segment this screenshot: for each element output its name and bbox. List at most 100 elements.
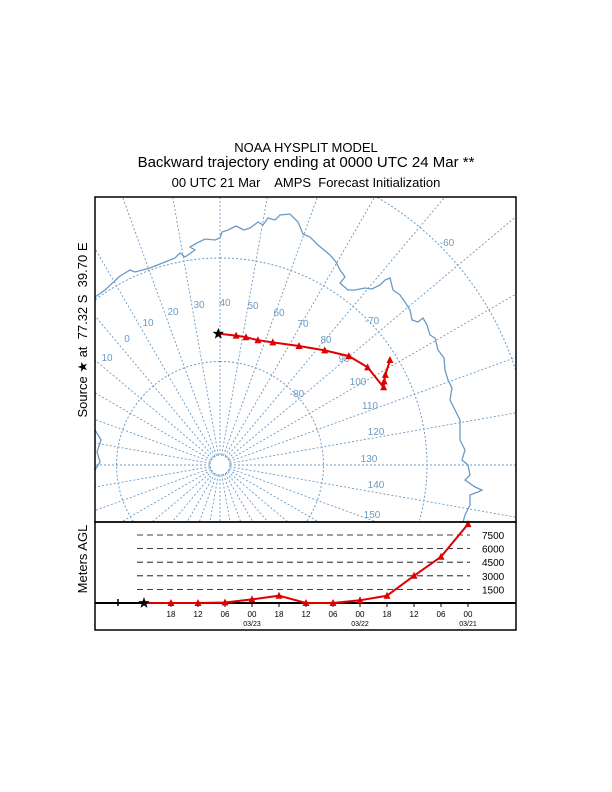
longitude-label: 40 (219, 298, 231, 309)
longitude-label: 80 (320, 335, 332, 346)
meridian-line (94, 467, 211, 511)
meridian-line (221, 474, 231, 523)
meridian-line (94, 359, 213, 459)
time-tick-label: 00 (248, 610, 257, 619)
trajectory-marker (295, 342, 303, 350)
coastline (94, 213, 484, 523)
trajectory-marker (386, 356, 394, 364)
trajectory-marker (269, 338, 277, 346)
meridian-line (94, 392, 212, 461)
meridian-line (227, 471, 289, 523)
time-tick-label: 00 (356, 610, 365, 619)
time-tick-label: 06 (221, 610, 230, 619)
trajectory-marker (380, 383, 388, 391)
longitude-label: 60 (273, 308, 285, 319)
height-tick-label: 3000 (482, 572, 505, 583)
height-marker (302, 599, 310, 606)
time-tick-label: 00 (464, 610, 473, 619)
latitude-circle (220, 361, 324, 522)
meridian-line (229, 412, 517, 464)
height-marker (248, 595, 256, 603)
height-marker (383, 591, 391, 599)
pole-circle (209, 454, 231, 476)
latitude-circle (116, 361, 220, 522)
height-tick-label: 7500 (482, 531, 505, 542)
meridian-line (226, 472, 269, 523)
time-tick-label: 12 (302, 610, 311, 619)
height-marker (221, 598, 229, 606)
source-star-icon (138, 597, 150, 608)
meridian-line (222, 196, 318, 456)
longitude-label: 100 (350, 377, 367, 388)
meridian-line (122, 196, 218, 456)
trajectory-marker (345, 352, 353, 360)
model-title: NOAA HYSPLIT MODEL (234, 140, 378, 155)
trajectory-marker (381, 370, 389, 378)
meridian-line (222, 474, 242, 523)
height-marker (464, 520, 472, 528)
meridian-line (94, 466, 211, 488)
latitude-circle (377, 197, 516, 370)
height-line (144, 523, 469, 604)
height-marker (275, 591, 283, 599)
meridian-line (228, 469, 319, 523)
latitude-label: -70 (365, 316, 380, 327)
meridian-line (94, 442, 211, 464)
height-marker (194, 599, 202, 606)
longitude-label: 130 (361, 454, 378, 465)
meridian-line (186, 473, 216, 523)
time-tick-label: 06 (437, 610, 446, 619)
meridian-line (224, 473, 254, 523)
trajectory-marker (321, 346, 329, 354)
meridian-line (209, 474, 219, 523)
latitude-label: -60 (440, 238, 455, 249)
time-tick-label: 18 (167, 610, 176, 619)
meridian-line (171, 472, 214, 523)
trajectory-marker (254, 336, 262, 344)
date-label: 03/23 (243, 621, 261, 628)
meridian-line (228, 293, 517, 461)
time-tick-label: 12 (194, 610, 203, 619)
meridian-line (94, 248, 216, 457)
height-frame (94, 521, 517, 631)
longitude-label: 20 (167, 307, 179, 318)
trajectory-marker (364, 363, 372, 371)
meridian-line (151, 471, 213, 523)
longitude-label: 0 (124, 334, 130, 345)
height-marker (329, 599, 337, 606)
height-marker (437, 552, 445, 560)
trajectory-marker (242, 333, 250, 341)
height-tick-label: 6000 (482, 545, 505, 556)
height-marker (167, 599, 175, 606)
time-tick-label: 12 (410, 610, 419, 619)
time-tick-label: 18 (383, 610, 392, 619)
plus-marker-icon (114, 599, 122, 606)
coastline (94, 429, 102, 471)
longitude-label: 70 (297, 319, 309, 330)
meridian-line (198, 474, 218, 523)
trajectory-marker (232, 331, 240, 339)
meridian-line (229, 356, 517, 463)
trajectory-title: Backward trajectory ending at 0000 UTC 2… (137, 154, 475, 171)
meridian-line (94, 315, 214, 458)
height-panel: 1500 3000 4500 6000 7500 18 12 06 00 18 12 06 00 18 12… (95, 520, 516, 628)
latitude-circle (220, 257, 428, 521)
height-marker (356, 596, 364, 604)
meridian-line (224, 196, 376, 457)
longitude-label: 120 (368, 427, 385, 438)
meridian-line (94, 419, 211, 463)
height-tick-label: 1500 (482, 585, 505, 596)
longitude-label: 10 (101, 353, 113, 364)
meridian-line (229, 467, 377, 523)
height-marker (410, 571, 418, 579)
time-tick-label: 06 (329, 610, 338, 619)
source-star-icon (212, 327, 224, 339)
longitude-label: 110 (362, 401, 378, 412)
date-label: 03/21 (459, 621, 477, 628)
meridian-line (227, 216, 517, 459)
time-tick-label: 18 (275, 610, 284, 619)
initialization-line: 00 UTC 21 Mar AMPS Forecast Initializati… (171, 175, 441, 190)
longitude-label: 30 (193, 300, 205, 311)
